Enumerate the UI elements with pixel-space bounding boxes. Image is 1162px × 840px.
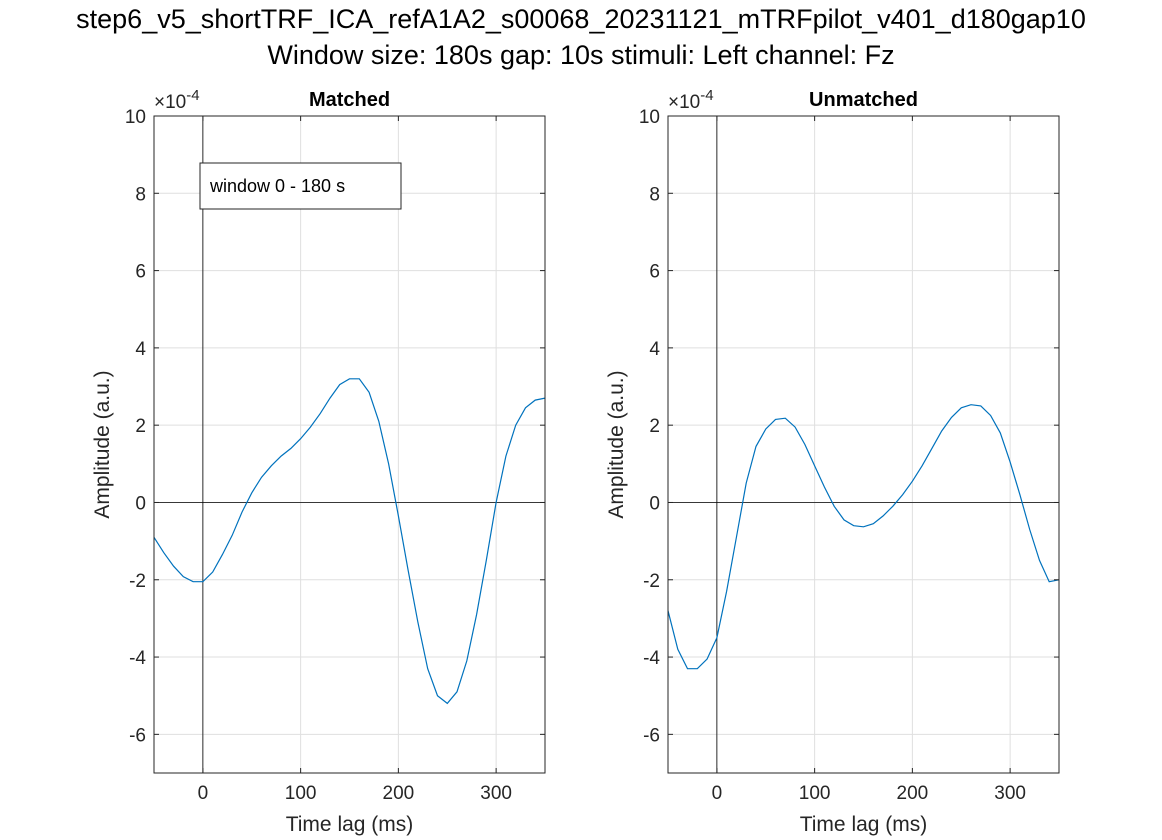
series-line-1 <box>667 404 1060 670</box>
subplot-title: Matched <box>309 89 390 111</box>
y-tick-label: -6 <box>129 725 146 746</box>
axes-1: 0 100 200 300 -6 -4 -2 0 2 4 6 8 10 ×10-4 Matched Time … <box>91 87 546 836</box>
y-tick-label: 8 <box>649 184 660 205</box>
x-tick-label: 300 <box>994 783 1026 804</box>
y-axis-label: Amplitude (a.u.) <box>91 370 114 518</box>
series-line-1 <box>153 378 546 705</box>
y-exponent-label: ×10-4 <box>154 87 200 113</box>
plot-area <box>154 116 545 773</box>
y-tick-label: 2 <box>135 416 146 437</box>
subplot-title: Unmatched <box>809 89 918 111</box>
y-tick-label: 4 <box>135 339 146 360</box>
x-tick-label: 0 <box>198 783 209 804</box>
y-tick-label: -4 <box>129 648 146 669</box>
legend: window 0 - 180 s <box>199 162 402 210</box>
axes-frame <box>667 115 1060 774</box>
y-tick-label: 10 <box>639 107 660 128</box>
y-tick-label: 6 <box>649 262 660 283</box>
legend-box <box>199 162 402 210</box>
y-exponent-label: ×10-4 <box>668 87 714 113</box>
y-tick-label: -6 <box>643 725 660 746</box>
y-tick-label: 0 <box>135 493 146 514</box>
x-tick-label: 100 <box>285 783 317 804</box>
y-tick-label: -2 <box>643 571 660 592</box>
y-axis-label: Amplitude (a.u.) <box>605 370 628 518</box>
y-tick-label: 8 <box>135 184 146 205</box>
legend-entry: window 0 - 180 s <box>209 176 345 196</box>
y-tick-label: 4 <box>649 339 660 360</box>
x-tick-label: 300 <box>480 783 512 804</box>
y-tick-label: 2 <box>649 416 660 437</box>
x-axis-label: Time lag (ms) <box>286 813 414 836</box>
y-tick-label: 0 <box>649 493 660 514</box>
figure-title-line-2: Window size: 180s gap: 10s stimuli: Left… <box>267 40 895 70</box>
x-tick-label: 200 <box>897 783 929 804</box>
figure-title-line-1: step6_v5_shortTRF_ICA_refA1A2_s00068_202… <box>76 4 1086 34</box>
axes-frame <box>153 115 546 774</box>
x-tick-label: 0 <box>712 783 723 804</box>
x-tick-label: 200 <box>383 783 415 804</box>
y-tick-label: -4 <box>643 648 660 669</box>
x-axis-label: Time lag (ms) <box>800 813 928 836</box>
y-tick-label: -2 <box>129 571 146 592</box>
plot-area <box>668 116 1059 773</box>
axes-2: 0 100 200 300 -6 -4 -2 0 2 4 6 8 10 ×10-4 Unmatched Tim… <box>605 87 1060 836</box>
y-tick-label: 6 <box>135 262 146 283</box>
y-tick-label: 10 <box>125 107 146 128</box>
x-tick-label: 100 <box>799 783 831 804</box>
